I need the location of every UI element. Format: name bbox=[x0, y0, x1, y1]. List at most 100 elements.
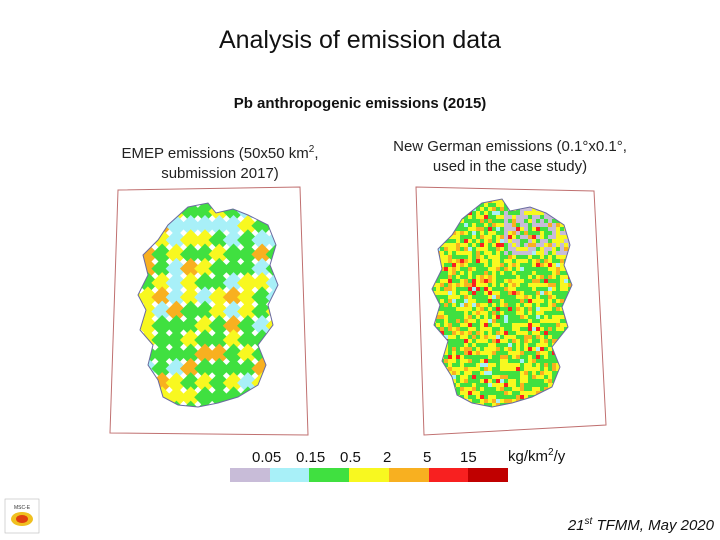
grid-cell bbox=[516, 379, 520, 383]
grid-cell bbox=[524, 231, 528, 235]
grid-cell bbox=[536, 371, 540, 375]
grid-cell bbox=[484, 215, 488, 219]
grid-cell bbox=[556, 247, 560, 251]
grid-cell bbox=[444, 247, 448, 251]
grid-cell bbox=[468, 227, 472, 231]
grid-cell bbox=[556, 363, 560, 367]
grid-cell bbox=[524, 223, 528, 227]
grid-cell bbox=[500, 307, 504, 311]
grid-cell bbox=[456, 359, 460, 363]
grid-cell bbox=[524, 343, 528, 347]
grid-cell bbox=[532, 387, 536, 391]
grid-cell bbox=[468, 283, 472, 287]
grid-cell bbox=[512, 315, 516, 319]
grid-cell bbox=[560, 323, 564, 327]
grid-cell bbox=[520, 259, 524, 263]
grid-cell bbox=[468, 235, 472, 239]
grid-cell bbox=[524, 367, 528, 371]
grid-cell bbox=[540, 247, 544, 251]
grid-cell bbox=[556, 283, 560, 287]
grid-cell bbox=[472, 315, 476, 319]
grid-cell bbox=[444, 311, 448, 315]
grid-cell bbox=[516, 287, 520, 291]
grid-cell bbox=[524, 299, 528, 303]
grid-cell bbox=[480, 395, 484, 399]
grid-cell bbox=[556, 303, 560, 307]
grid-cell bbox=[452, 335, 456, 339]
grid-cell bbox=[532, 271, 536, 275]
grid-cell bbox=[448, 367, 452, 371]
grid-cell bbox=[504, 359, 508, 363]
grid-cell bbox=[484, 251, 488, 255]
grid-cell bbox=[448, 251, 452, 255]
grid-cell bbox=[520, 231, 524, 235]
grid-cell bbox=[151, 329, 173, 351]
grid-cell bbox=[520, 387, 524, 391]
grid-cell bbox=[476, 331, 480, 335]
grid-cell bbox=[552, 287, 556, 291]
grid-cell bbox=[524, 375, 528, 379]
grid-cell bbox=[508, 395, 512, 399]
grid-cell bbox=[552, 235, 556, 239]
grid-cell bbox=[460, 275, 464, 279]
grid-cell bbox=[468, 223, 472, 227]
grid-cell bbox=[480, 383, 484, 387]
grid-cell bbox=[179, 272, 202, 294]
grid-cell bbox=[484, 239, 488, 243]
grid-cell bbox=[165, 286, 188, 309]
grid-cell bbox=[552, 323, 556, 327]
grid-cell bbox=[460, 387, 464, 391]
grid-cell bbox=[532, 299, 536, 303]
grid-cell bbox=[552, 319, 556, 323]
grid-cell bbox=[500, 275, 504, 279]
grid-cell bbox=[560, 319, 564, 323]
grid-cell bbox=[548, 347, 552, 351]
grid-cell bbox=[520, 267, 524, 271]
grid-cell bbox=[520, 283, 524, 287]
grid-cell bbox=[492, 255, 496, 259]
grid-cell bbox=[540, 275, 544, 279]
grid-cell bbox=[512, 387, 516, 391]
grid-cell bbox=[476, 319, 480, 323]
grid-cell bbox=[484, 283, 488, 287]
grid-cell bbox=[512, 399, 516, 403]
grid-cell bbox=[476, 267, 480, 271]
grid-cell bbox=[532, 375, 536, 379]
right-caption-line1: New German emissions (0.1°x0.1°, bbox=[393, 138, 627, 155]
grid-cell bbox=[448, 351, 452, 355]
grid-cell bbox=[528, 363, 532, 367]
grid-cell bbox=[520, 303, 524, 307]
grid-cell bbox=[504, 351, 508, 355]
grid-cell bbox=[544, 287, 548, 291]
grid-cell bbox=[496, 375, 500, 379]
grid-cell bbox=[508, 239, 512, 243]
grid-cell bbox=[548, 295, 552, 299]
grid-cell bbox=[536, 251, 540, 255]
grid-cell bbox=[476, 339, 480, 343]
grid-cell bbox=[544, 299, 548, 303]
grid-cell bbox=[484, 255, 488, 259]
grid-cell bbox=[500, 359, 504, 363]
grid-cell bbox=[476, 275, 480, 279]
grid-cell bbox=[524, 307, 528, 311]
grid-cell bbox=[544, 279, 548, 283]
grid-cell bbox=[488, 367, 492, 371]
grid-cell bbox=[524, 267, 528, 271]
grid-cell bbox=[512, 395, 516, 399]
grid-cell bbox=[460, 243, 464, 247]
grid-cell bbox=[476, 375, 480, 379]
grid-cell bbox=[476, 347, 480, 351]
grid-cell bbox=[448, 363, 452, 367]
grid-cell bbox=[524, 339, 528, 343]
grid-cell bbox=[444, 323, 448, 327]
grid-cell bbox=[492, 367, 496, 371]
grid-cell bbox=[468, 243, 472, 247]
grid-cell bbox=[488, 359, 492, 363]
grid-cell bbox=[488, 203, 492, 207]
grid-cell bbox=[548, 307, 552, 311]
grid-cell bbox=[492, 211, 496, 215]
grid-cell bbox=[488, 395, 492, 399]
grid-cell bbox=[476, 271, 480, 275]
grid-cell bbox=[548, 351, 552, 355]
grid-cell bbox=[464, 263, 468, 267]
